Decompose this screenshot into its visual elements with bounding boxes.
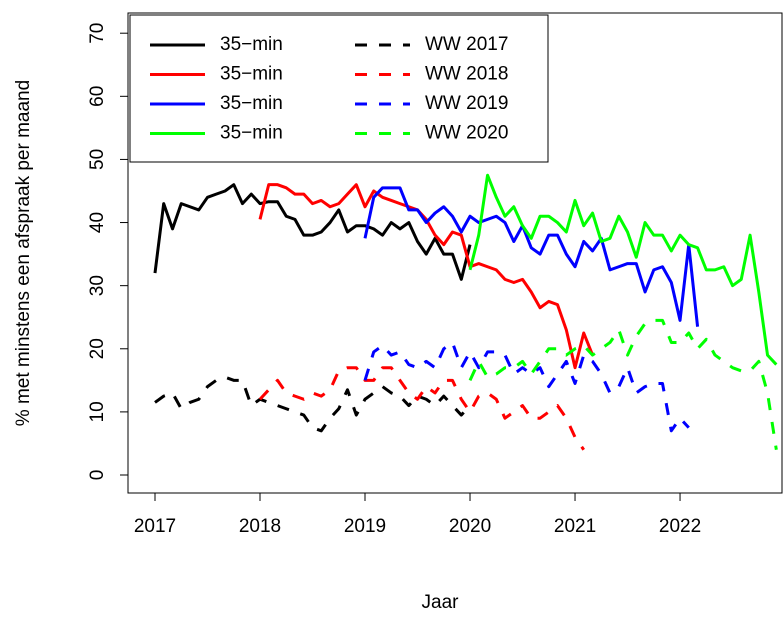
y-tick-label: 50 (87, 149, 108, 170)
x-axis-label: Jaar (422, 592, 460, 613)
legend-label: 35−min (220, 64, 283, 85)
series-line (468, 318, 778, 451)
series-line (468, 173, 778, 366)
y-tick-label: 10 (87, 401, 108, 422)
legend: 35−min 35−min 35−min 35−min WW 2017 WW 2018 WW… (129, 14, 549, 163)
y-tick-label: 70 (87, 23, 108, 44)
x-tick-label: 2018 (239, 516, 281, 537)
legend-label: WW 2019 (425, 93, 508, 114)
y-tick-label: 20 (87, 338, 108, 359)
legend-label: 35−min (220, 123, 283, 144)
x-tick-label: 2019 (344, 516, 386, 537)
plot-area (153, 173, 778, 451)
legend-label: 35−min (220, 93, 283, 114)
series-line (258, 366, 585, 451)
series-line (363, 340, 690, 433)
y-tick-label: 30 (87, 275, 108, 296)
legend-label: WW 2017 (425, 34, 508, 55)
x-tick-label: 2017 (134, 516, 176, 537)
legend-label: 35−min (220, 34, 283, 55)
series-line (154, 375, 472, 433)
y-tick-label: 60 (87, 86, 108, 107)
y-tick-label: 0 (87, 470, 108, 481)
x-tick-label: 2022 (659, 516, 701, 537)
legend-label: WW 2018 (425, 64, 508, 85)
y-tick-label: 40 (87, 212, 108, 233)
series-line (258, 183, 594, 370)
series-line (363, 186, 700, 327)
legend-box (129, 14, 549, 163)
y-axis-label: % met minstens een afspraak per maand (13, 80, 34, 426)
legend-label: WW 2020 (425, 123, 508, 144)
x-tick-label: 2020 (449, 516, 491, 537)
x-tick-label: 2021 (554, 516, 596, 537)
series-line (153, 183, 472, 281)
